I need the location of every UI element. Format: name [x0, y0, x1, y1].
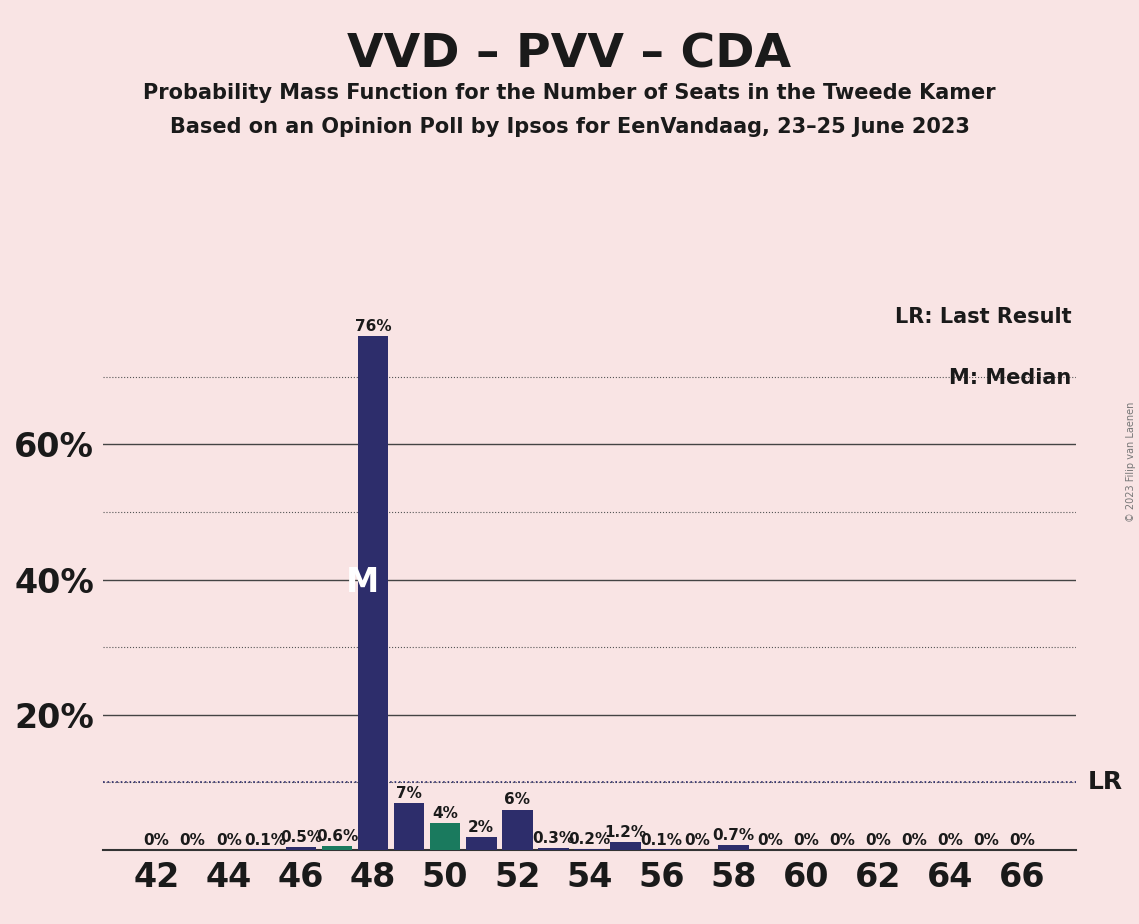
- Text: 0.5%: 0.5%: [280, 830, 322, 845]
- Bar: [429, 823, 460, 850]
- Text: 0%: 0%: [793, 833, 819, 848]
- Text: 4%: 4%: [432, 806, 458, 821]
- Bar: [574, 849, 605, 850]
- Text: 7%: 7%: [396, 785, 423, 801]
- Bar: [611, 842, 641, 850]
- Bar: [719, 845, 749, 850]
- Text: 2%: 2%: [468, 820, 494, 834]
- Text: 0.6%: 0.6%: [316, 829, 358, 844]
- Text: Based on an Opinion Poll by Ipsos for EenVandaag, 23–25 June 2023: Based on an Opinion Poll by Ipsos for Ee…: [170, 117, 969, 138]
- Text: 0.3%: 0.3%: [532, 831, 574, 846]
- Text: 6%: 6%: [505, 793, 531, 808]
- Text: 0.7%: 0.7%: [713, 828, 755, 844]
- Text: 0%: 0%: [215, 833, 241, 848]
- Text: 0%: 0%: [829, 833, 855, 848]
- Text: 1.2%: 1.2%: [605, 825, 647, 840]
- Text: 0%: 0%: [973, 833, 999, 848]
- Bar: [321, 846, 352, 850]
- Bar: [286, 846, 317, 850]
- Text: LR: Last Result: LR: Last Result: [895, 307, 1072, 327]
- Text: 0.2%: 0.2%: [568, 832, 611, 846]
- Bar: [358, 336, 388, 850]
- Text: VVD – PVV – CDA: VVD – PVV – CDA: [347, 32, 792, 78]
- Text: M: M: [345, 566, 379, 600]
- Text: 0%: 0%: [685, 833, 711, 848]
- Text: LR: LR: [1088, 771, 1123, 795]
- Text: Probability Mass Function for the Number of Seats in the Tweede Kamer: Probability Mass Function for the Number…: [144, 83, 995, 103]
- Text: 0%: 0%: [144, 833, 170, 848]
- Text: M: Median: M: Median: [949, 368, 1072, 388]
- Text: 0%: 0%: [180, 833, 206, 848]
- Text: 0%: 0%: [937, 833, 964, 848]
- Text: 0%: 0%: [756, 833, 782, 848]
- Bar: [502, 809, 533, 850]
- Text: 0.1%: 0.1%: [640, 833, 682, 848]
- Text: 76%: 76%: [354, 319, 392, 334]
- Text: 0%: 0%: [865, 833, 891, 848]
- Text: 0%: 0%: [901, 833, 927, 848]
- Bar: [394, 803, 425, 850]
- Text: 0.1%: 0.1%: [244, 833, 286, 848]
- Text: © 2023 Filip van Laenen: © 2023 Filip van Laenen: [1126, 402, 1136, 522]
- Bar: [466, 836, 497, 850]
- Bar: [538, 848, 568, 850]
- Text: 0%: 0%: [1009, 833, 1035, 848]
